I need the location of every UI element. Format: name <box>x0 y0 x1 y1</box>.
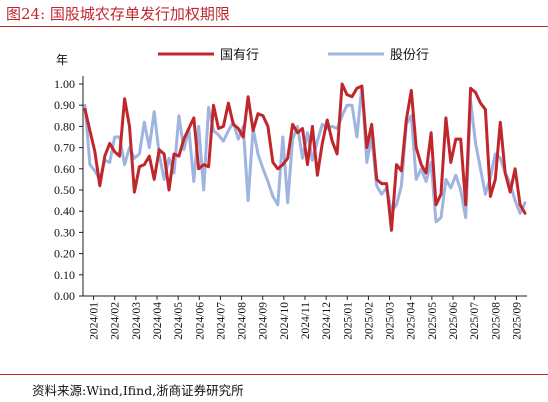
source-divider <box>0 374 548 375</box>
x-tick-label: 2025/07 <box>469 302 481 340</box>
y-tick-label: 0.70 <box>54 141 75 155</box>
y-tick-label: 0.60 <box>54 162 75 176</box>
x-tick-label: 2025/01 <box>342 302 354 340</box>
series-line-1 <box>83 82 527 232</box>
x-tick-label: 2025/08 <box>490 302 502 340</box>
y-tick-label: 0.90 <box>54 98 75 112</box>
x-tick-label: 2024/12 <box>321 302 333 340</box>
y-tick-label: 0.30 <box>54 225 75 239</box>
x-tick-label: 2024/02 <box>110 302 122 340</box>
x-tick-label: 2024/07 <box>215 302 227 340</box>
axes <box>79 76 527 300</box>
x-tick-label: 2024/11 <box>300 302 312 340</box>
y-tick-label: 0.00 <box>54 289 75 303</box>
x-tick-label: 2024/06 <box>194 302 206 340</box>
legend: 国有行 股份行 <box>158 47 429 62</box>
x-tick-label: 2024/03 <box>131 302 143 340</box>
y-tick-label: 0.80 <box>54 119 75 133</box>
tick-labels: 0.00 0.10 0.20 0.30 0.40 0.50 0.60 0.70 0.80 0.90… <box>54 53 523 340</box>
y-tick-label: 0.50 <box>54 183 75 197</box>
y-tick-label: 0.40 <box>54 204 75 218</box>
y-tick-label: 1.00 <box>54 77 75 91</box>
legend-label-2: 股份行 <box>390 47 429 62</box>
x-tick-label: 2025/02 <box>363 302 375 340</box>
x-tick-label: 2024/10 <box>279 302 291 340</box>
source-note: 资料来源:Wind,Ifind,浙商证券研究所 <box>32 383 244 398</box>
x-tick-label: 2025/09 <box>511 302 523 340</box>
x-tick-label: 2025/06 <box>448 302 460 340</box>
series-lines <box>83 82 527 232</box>
y-tick-label: 0.10 <box>54 268 75 282</box>
x-tick-label: 2024/08 <box>237 302 249 340</box>
x-tick-label: 2024/05 <box>173 302 185 340</box>
x-tick-label: 2025/04 <box>406 302 418 340</box>
x-tick-label: 2024/01 <box>89 302 101 340</box>
x-tick-label: 2025/03 <box>385 302 397 340</box>
x-tick-label: 2025/05 <box>427 302 439 340</box>
y-axis-label: 年 <box>56 53 68 67</box>
title-divider <box>0 26 548 27</box>
x-tick-label: 2024/09 <box>258 302 270 340</box>
x-tick-label: 2024/04 <box>152 302 164 340</box>
y-tick-label: 0.20 <box>54 247 75 261</box>
legend-label-1: 国有行 <box>220 47 259 62</box>
chart-title: 图24: 国股城农存单发行加权期限 <box>6 5 230 23</box>
